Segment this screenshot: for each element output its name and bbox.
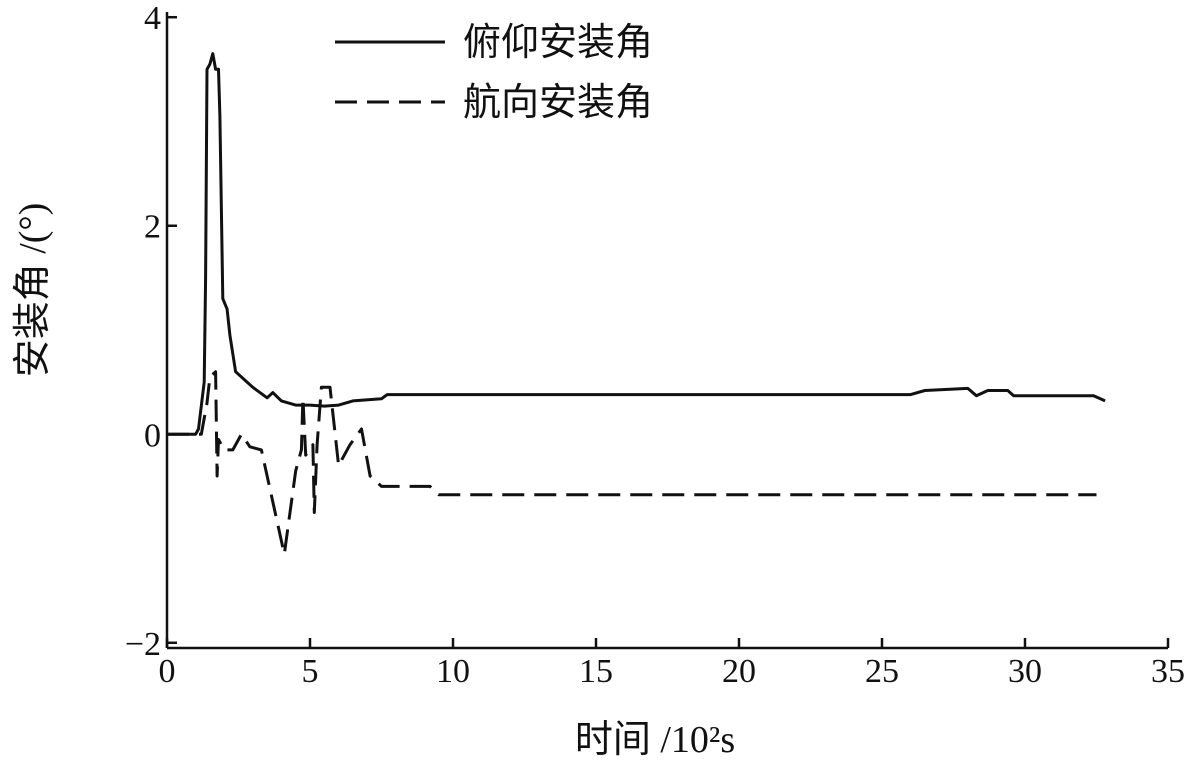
y-tick-label: −2 (125, 626, 161, 663)
x-tick-label: 10 (436, 653, 470, 690)
x-tick-label: 15 (579, 653, 613, 690)
x-tick-label: 30 (1008, 653, 1042, 690)
x-tick-label: 35 (1151, 653, 1185, 690)
series-line (167, 370, 1097, 556)
legend-label: 俯仰安装角 (463, 22, 653, 64)
y-tick-label: 4 (144, 0, 161, 37)
legend-label: 航向安装角 (463, 82, 653, 124)
x-tick-label: 5 (302, 653, 319, 690)
y-tick-label: 0 (144, 417, 161, 454)
x-tick-label: 25 (865, 653, 899, 690)
x-tick-label: 20 (722, 653, 756, 690)
x-tick-label: 0 (159, 653, 176, 690)
x-axis-label: 时间 /10²s (575, 719, 735, 761)
series-line (167, 52, 1106, 436)
y-axis-label: 安装角 /(°) (12, 203, 54, 378)
y-tick-label: 2 (144, 209, 161, 246)
